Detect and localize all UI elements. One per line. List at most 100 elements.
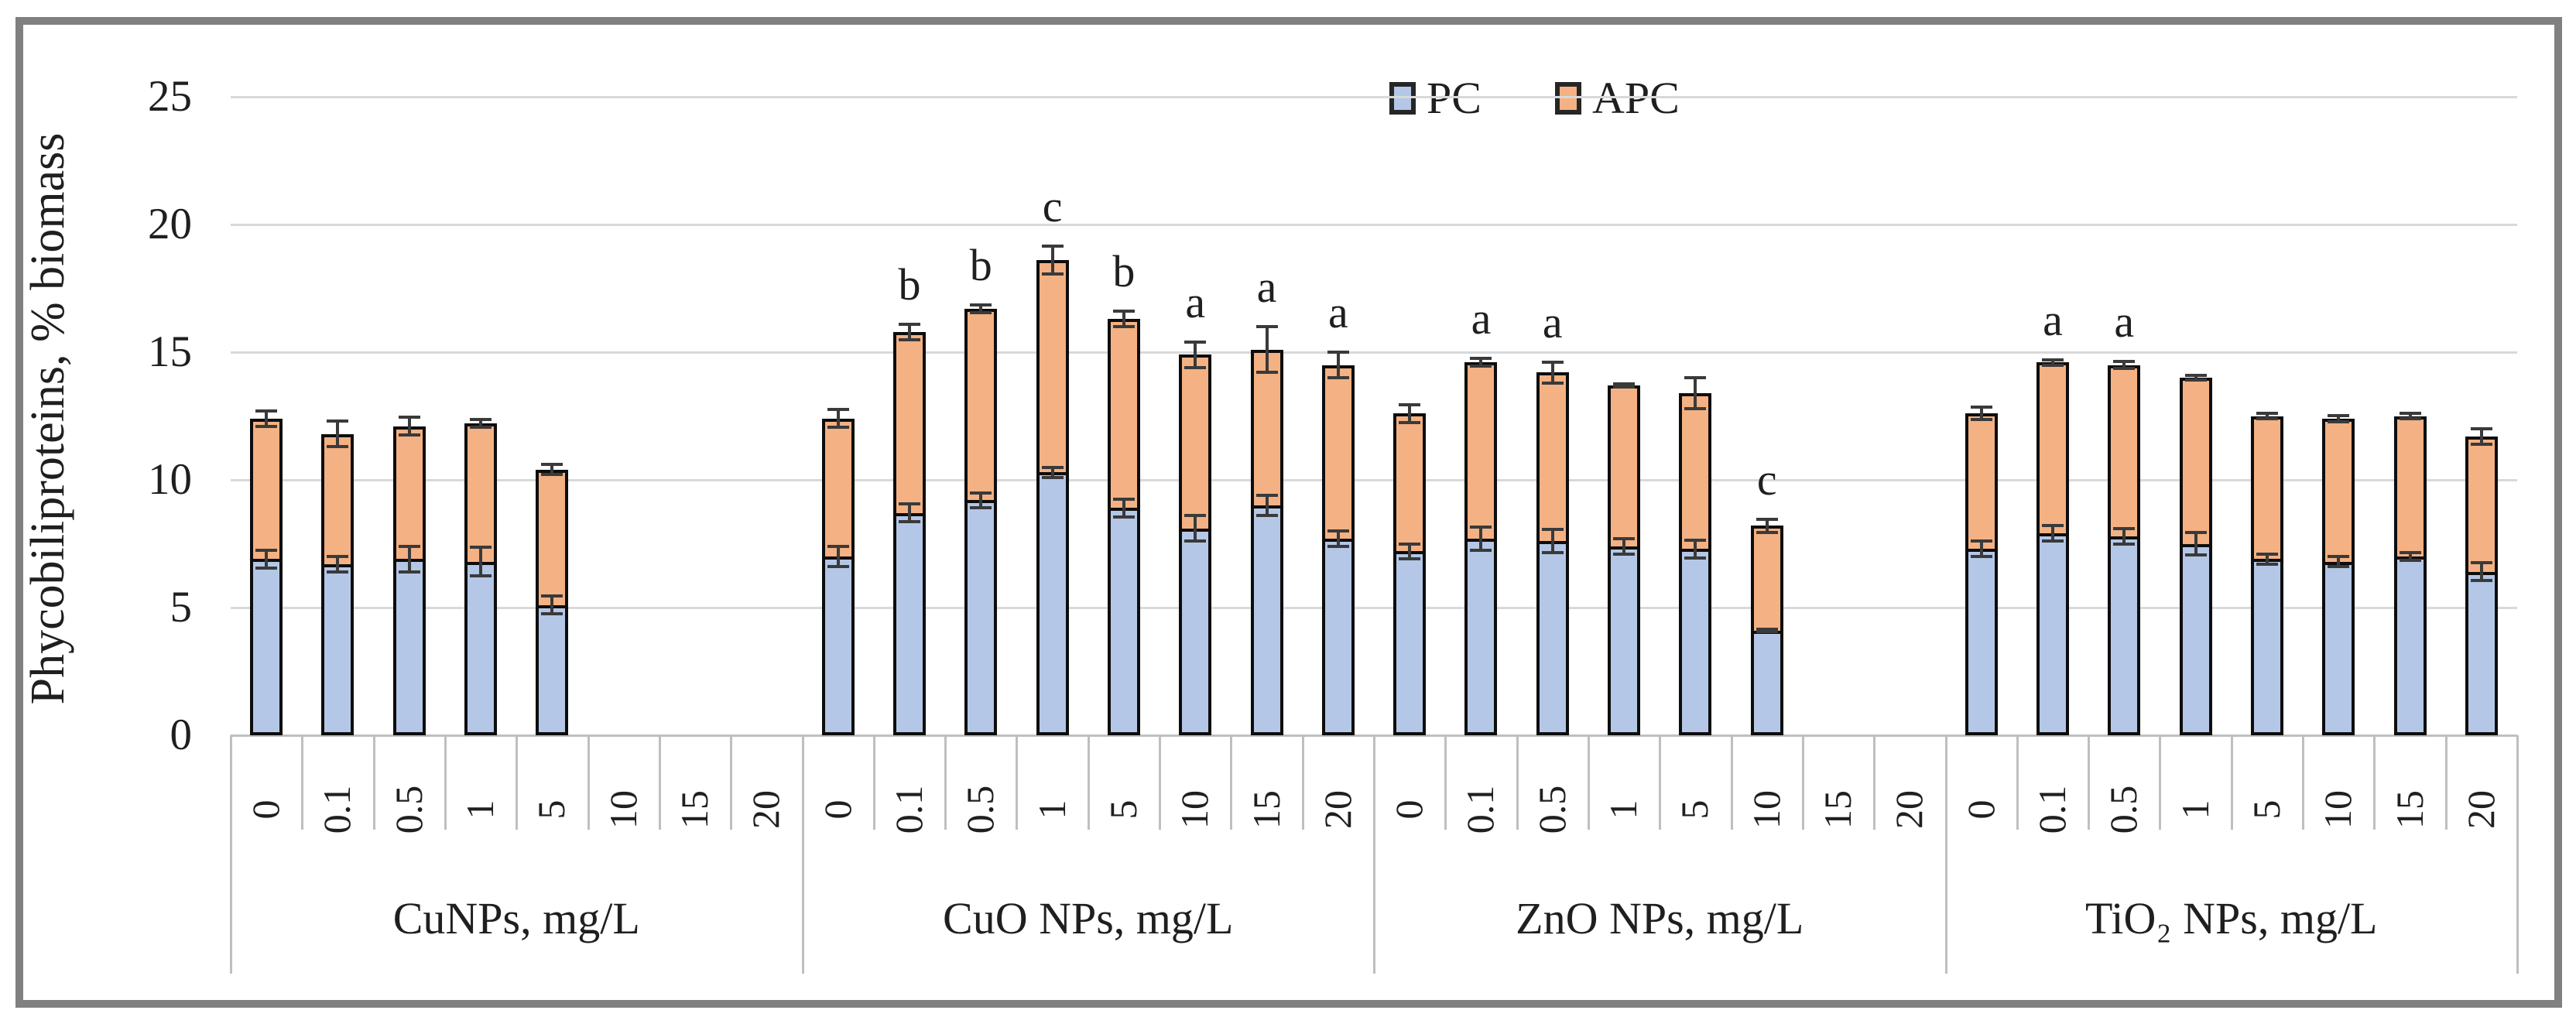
error-bar-cap — [255, 424, 278, 428]
error-bar-cap — [1399, 542, 1421, 546]
error-bar-line — [550, 464, 554, 475]
bar-pc — [1608, 546, 1641, 735]
gridline-10 — [231, 479, 2517, 481]
error-bar-cap — [1756, 628, 1778, 632]
x-category-label: 0.5 — [1530, 785, 1574, 834]
bar-pc — [892, 512, 926, 735]
sig-letter: a — [2114, 296, 2135, 347]
x-category-label: 0 — [244, 800, 288, 820]
x-category-label: 1 — [1029, 800, 1074, 820]
category-border-line — [301, 735, 304, 830]
error-bar-line — [2479, 563, 2483, 581]
x-category-label: 10 — [1173, 790, 1217, 829]
error-bar-cap — [1255, 493, 1278, 497]
error-bar-cap — [2041, 524, 2064, 528]
error-bar-cap — [1970, 555, 1992, 558]
sig-letter: a — [1471, 293, 1492, 344]
error-bar-line — [2050, 526, 2054, 542]
error-bar-line — [907, 504, 911, 522]
y-tick-label: 15 — [148, 327, 192, 376]
error-bar-cap — [1613, 385, 1636, 389]
legend-item-pc: PC — [1389, 76, 1482, 121]
y-axis-title: Phycobiliproteins, % biomass — [22, 132, 74, 705]
x-category-label: 5 — [1101, 800, 1145, 820]
error-bar-cap — [541, 612, 564, 616]
error-bar-line — [479, 419, 483, 428]
category-border-line — [1730, 735, 1733, 830]
error-bar-cap — [2113, 542, 2136, 546]
bar-apc — [1679, 392, 1712, 553]
bar-pc — [1393, 551, 1427, 735]
x-category-label: 5 — [2244, 800, 2288, 820]
category-border-line — [1659, 735, 1662, 830]
error-bar-cap — [2470, 561, 2492, 565]
bar-apc — [2465, 436, 2498, 575]
error-bar-cap — [827, 544, 849, 548]
x-category-label: 10 — [1744, 790, 1788, 829]
category-border-line — [658, 735, 661, 830]
error-bar-cap — [898, 520, 920, 524]
bar-pc — [2036, 533, 2069, 735]
group-separator-line — [2516, 735, 2519, 974]
error-bar-cap — [1756, 530, 1778, 534]
bar-pc — [821, 556, 855, 735]
y-tick-label: 25 — [148, 72, 192, 121]
error-bar-cap — [1184, 365, 1207, 369]
error-bar-cap — [2184, 530, 2207, 534]
error-bar-cap — [898, 337, 920, 341]
bar-apc — [1321, 365, 1355, 542]
error-bar-line — [1550, 529, 1554, 553]
x-category-label: 20 — [744, 790, 788, 829]
error-bar-cap — [1327, 376, 1349, 379]
error-bar-cap — [970, 491, 992, 495]
bar-pc — [1036, 472, 1069, 735]
category-border-line — [1159, 735, 1162, 830]
error-bar-line — [1265, 327, 1269, 373]
bar-apc — [1107, 319, 1140, 512]
error-bar-line — [336, 556, 340, 572]
error-bar-cap — [470, 546, 492, 550]
error-bar-cap — [2328, 565, 2350, 569]
bar-apc — [1536, 372, 1569, 545]
error-bar-line — [1550, 362, 1554, 383]
error-bar-cap — [398, 570, 420, 574]
x-category-label: 1 — [1601, 800, 1646, 820]
error-bar-line — [1050, 246, 1054, 275]
error-bar-cap — [2470, 442, 2492, 446]
bar-apc — [250, 418, 283, 563]
category-border-line — [444, 735, 447, 830]
error-bar-cap — [1399, 557, 1421, 561]
error-bar-cap — [327, 570, 349, 574]
error-bar-cap — [470, 574, 492, 577]
category-border-line — [2373, 735, 2376, 830]
error-bar-cap — [255, 409, 278, 413]
bar-apc — [1393, 413, 1427, 555]
bar-pc — [2393, 556, 2427, 735]
category-border-line — [1587, 735, 1590, 830]
legend-item-apc: APC — [1554, 76, 1680, 121]
error-bar-line — [2479, 429, 2483, 444]
error-bar-cap — [1684, 538, 1707, 542]
error-bar-line — [1122, 311, 1125, 327]
error-bar-line — [1979, 541, 1983, 556]
x-group-label: TiO₂ NPs, mg/L — [2085, 893, 2378, 943]
bar-pc — [1750, 630, 1783, 735]
error-bar-cap — [2470, 579, 2492, 583]
error-bar-cap — [1184, 340, 1207, 344]
bar-apc — [2250, 416, 2283, 563]
error-bar-cap — [2328, 555, 2350, 558]
legend: PC APC — [1389, 76, 1680, 121]
category-border-line — [944, 735, 947, 830]
x-category-label: 0.1 — [315, 785, 359, 834]
bar-pc — [2465, 571, 2498, 735]
error-bar-cap — [327, 419, 349, 423]
error-bar-cap — [2184, 553, 2207, 557]
bar-pc — [464, 561, 498, 735]
gridline-5 — [231, 607, 2517, 609]
category-border-line — [1873, 735, 1876, 830]
error-bar-cap — [1184, 514, 1207, 518]
error-bar-cap — [970, 310, 992, 314]
bar-apc — [2393, 416, 2427, 560]
group-separator-line — [1944, 735, 1947, 974]
legend-label-pc: PC — [1427, 73, 1482, 123]
